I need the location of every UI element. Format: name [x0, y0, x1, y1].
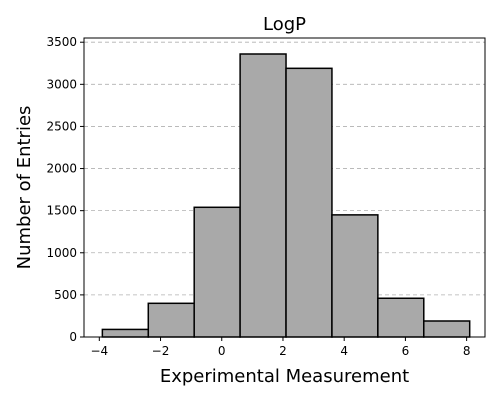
- histogram-bars: [101, 53, 471, 338]
- y-tick-label: 2500: [46, 119, 77, 133]
- x-tick-label: −4: [90, 344, 108, 358]
- x-axis-ticks: −4 −2 0 2 4 6 8: [90, 337, 470, 358]
- y-tick-label: 1500: [46, 204, 77, 218]
- plot-frame: [83, 37, 486, 338]
- histogram-bar: [331, 214, 379, 338]
- y-tick-label: 500: [54, 288, 77, 302]
- histogram-bar: [193, 206, 241, 338]
- histogram-bar: [377, 297, 425, 338]
- y-tick-label: 0: [69, 330, 77, 344]
- histogram-bar: [285, 67, 333, 338]
- y-gridlines: [84, 41, 485, 296]
- histogram-bar: [101, 328, 150, 338]
- chart-title: LogP: [263, 14, 306, 35]
- y-tick-label: 3500: [46, 35, 77, 49]
- y-axis-label: Number of Entries: [14, 106, 35, 270]
- x-tick-label: 2: [279, 344, 287, 358]
- y-tick-label: 1000: [46, 246, 77, 260]
- histogram-bar: [423, 320, 471, 338]
- x-tick-label: 0: [218, 344, 226, 358]
- y-tick-label: 3000: [46, 77, 77, 91]
- x-tick-label: 4: [340, 344, 348, 358]
- y-tick-label: 2000: [46, 162, 77, 176]
- histogram-bar: [147, 302, 195, 338]
- histogram-bar: [239, 53, 287, 338]
- y-axis-ticks: 0 500 1000 1500 2000 2500 3000 3500: [46, 35, 84, 344]
- x-tick-label: 6: [402, 344, 410, 358]
- x-axis-label: Experimental Measurement: [160, 366, 409, 387]
- x-tick-label: −2: [152, 344, 170, 358]
- x-tick-label: 8: [463, 344, 471, 358]
